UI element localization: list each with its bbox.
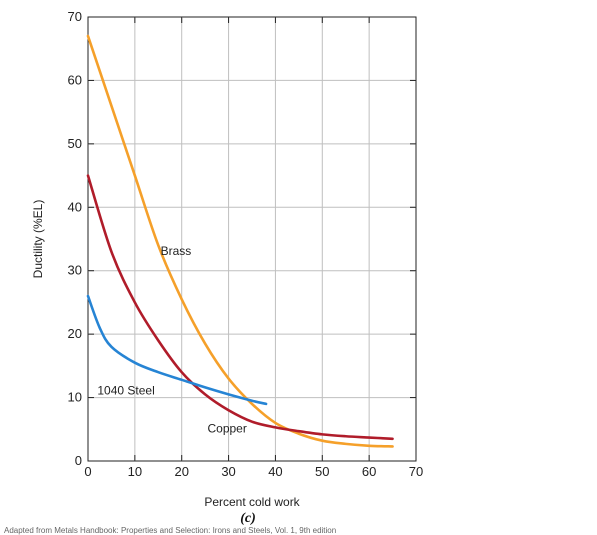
x-axis-label: Percent cold work <box>204 495 300 509</box>
x-tick-label: 50 <box>315 464 329 479</box>
series-line-1040-steel <box>86 294 268 406</box>
y-axis-label: Ductility (%EL) <box>31 200 45 279</box>
x-tick-label: 40 <box>268 464 282 479</box>
x-tick-label: 30 <box>221 464 235 479</box>
x-tick-labels: 0 10 20 30 40 50 60 70 <box>84 464 423 479</box>
series-annotations: Brass 1040 Steel Copper <box>97 244 246 436</box>
y-tick-label: 60 <box>68 72 82 87</box>
y-tick-label: 0 <box>75 453 82 468</box>
annotation-copper: Copper <box>207 421 246 435</box>
x-tick-label: 60 <box>362 464 376 479</box>
y-tick-label: 20 <box>68 326 82 341</box>
y-tick-label: 30 <box>68 263 82 278</box>
y-tick-label: 70 <box>68 9 82 24</box>
annotation-1040-steel: 1040 Steel <box>97 383 154 397</box>
y-tick-label: 10 <box>68 390 82 405</box>
series-line-brass <box>86 34 394 448</box>
figure-caption: Adapted from Metals Handbook: Properties… <box>4 527 337 535</box>
series-line-copper <box>86 174 394 441</box>
x-tick-label: 0 <box>84 464 91 479</box>
y-tick-label: 50 <box>68 136 82 151</box>
x-tick-label: 20 <box>174 464 188 479</box>
x-tick-label: 70 <box>409 464 423 479</box>
y-tick-labels: 0 10 20 30 40 50 60 70 <box>68 9 82 468</box>
tick-marks <box>87 16 417 462</box>
y-tick-label: 40 <box>68 199 82 214</box>
x-tick-label: 10 <box>128 464 142 479</box>
annotation-brass: Brass <box>161 244 192 258</box>
series-lines <box>86 34 394 448</box>
gridlines <box>88 17 416 461</box>
plot-frame <box>87 16 417 462</box>
panel-label: (c) <box>240 511 256 526</box>
